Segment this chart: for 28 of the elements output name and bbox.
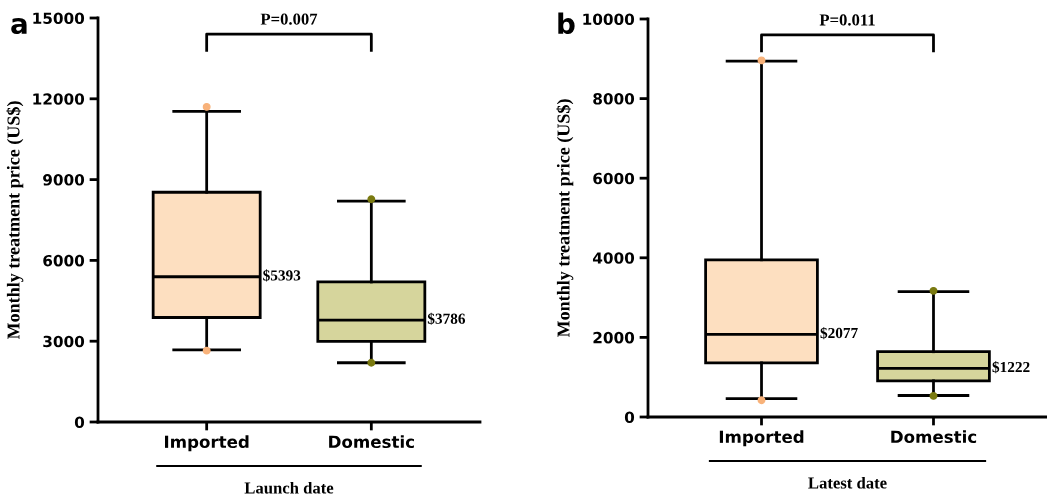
x-tick-label: Imported	[165, 435, 249, 452]
y-tick-label: 6000	[593, 172, 635, 185]
annotation: P=0.007	[260, 13, 318, 25]
annotation: $3786	[427, 312, 466, 325]
x-tick-label: Domestic	[329, 435, 414, 449]
chart-title: a	[11, 18, 27, 35]
y-tick-label: 12000	[33, 93, 85, 105]
y-tick-label: 6000	[43, 254, 85, 267]
x-axis-title: Launch date	[244, 481, 334, 494]
y-tick-label: 0	[624, 411, 635, 424]
y-tick-label: 9000	[43, 174, 85, 186]
x-tick-label: Domestic	[891, 430, 977, 444]
y-tick-label: 4000	[592, 252, 635, 264]
x-tick-label: Imported	[719, 430, 804, 447]
y-tick-label: 8000	[593, 93, 635, 105]
y-tick-label: 2000	[593, 331, 635, 344]
y-tick-label: 10000	[583, 13, 635, 26]
y-tick-label: 3000	[43, 335, 85, 348]
y-axis-title: Monthly treatment price (US$)	[6, 101, 24, 340]
chart-title: b	[558, 12, 575, 35]
y-axis-title: Monthly treatment price (US$)	[556, 99, 574, 338]
annotation: P=0.011	[819, 14, 875, 26]
annotation: $2077	[820, 326, 858, 340]
annotation: $1222	[992, 360, 1030, 374]
y-tick-label: 15000	[33, 12, 85, 25]
annotation: $5393	[263, 269, 301, 282]
x-axis-title: Latest date	[808, 476, 887, 489]
y-tick-label: 0	[74, 416, 85, 429]
